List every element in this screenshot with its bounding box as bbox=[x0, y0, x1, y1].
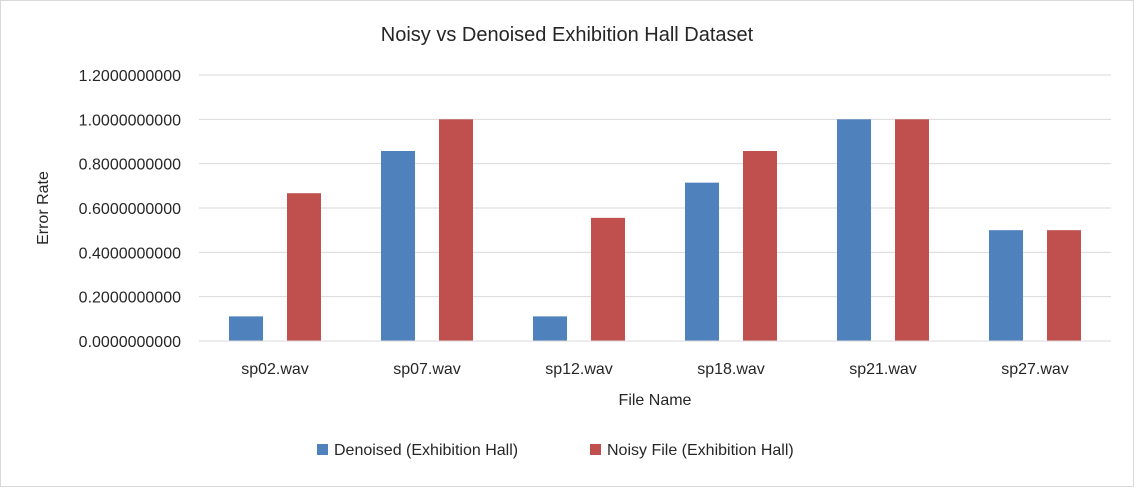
bar-denoised-sp02-wav bbox=[229, 316, 263, 341]
bar-noisy-sp07-wav bbox=[439, 119, 473, 341]
x-axis-ticks: sp02.wav sp07.wav sp12.wav sp18.wav sp21.wav… bbox=[241, 361, 1069, 378]
y-axis-ticks: 0.0000000000 0.2000000000 0.4000000000 0.60… bbox=[79, 68, 181, 351]
legend-label: Noisy File (Exhibition Hall) bbox=[607, 442, 794, 459]
y-axis-label: Error Rate bbox=[35, 171, 52, 245]
bar-noisy-sp27-wav bbox=[1047, 230, 1081, 341]
bar-denoised-sp07-wav bbox=[381, 151, 415, 341]
bars bbox=[199, 119, 1111, 342]
legend: Denoised (Exhibition Hall) Noisy File (Ex… bbox=[317, 442, 794, 459]
x-tick-label: sp02.wav bbox=[241, 361, 309, 378]
bar-denoised-sp21-wav bbox=[837, 119, 871, 341]
bar-denoised-sp12-wav bbox=[533, 316, 567, 341]
y-tick-label: 0.4000000000 bbox=[79, 245, 181, 262]
chart-title: Noisy vs Denoised Exhibition Hall Datase… bbox=[381, 24, 754, 46]
y-tick-label: 1.2000000000 bbox=[79, 68, 181, 85]
x-tick-label: sp27.wav bbox=[1001, 361, 1069, 378]
legend-label: Denoised (Exhibition Hall) bbox=[334, 442, 518, 459]
y-tick-label: 0.6000000000 bbox=[79, 201, 181, 218]
legend-swatch bbox=[317, 444, 328, 455]
gridlines bbox=[199, 74, 1111, 342]
bar-noisy-sp02-wav bbox=[287, 193, 321, 341]
y-tick-label: 0.8000000000 bbox=[79, 157, 181, 174]
bar-denoised-sp18-wav bbox=[685, 182, 719, 341]
x-tick-label: sp12.wav bbox=[545, 361, 613, 378]
bar-noisy-sp21-wav bbox=[895, 119, 929, 341]
legend-swatch bbox=[590, 444, 601, 455]
x-tick-label: sp18.wav bbox=[697, 361, 765, 378]
bar-denoised-sp27-wav bbox=[989, 230, 1023, 341]
y-tick-label: 1.0000000000 bbox=[79, 112, 181, 129]
bar-noisy-sp12-wav bbox=[591, 217, 625, 341]
x-tick-label: sp21.wav bbox=[849, 361, 917, 378]
x-tick-label: sp07.wav bbox=[393, 361, 461, 378]
y-tick-label: 0.0000000000 bbox=[79, 334, 181, 351]
y-tick-label: 0.2000000000 bbox=[79, 290, 181, 307]
bar-noisy-sp18-wav bbox=[743, 151, 777, 341]
x-axis-label: File Name bbox=[619, 392, 692, 409]
